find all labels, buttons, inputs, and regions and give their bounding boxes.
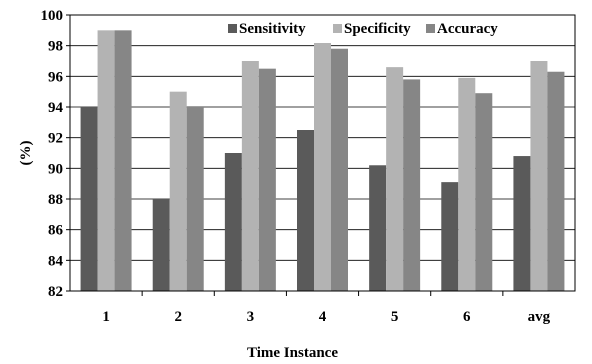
x-ticks: 1 2 3 4 5 6 avg: [102, 291, 551, 325]
bar-specificity-6: [458, 77, 476, 291]
legend-background: [210, 16, 574, 43]
bar-accuracy-avg: [547, 71, 565, 291]
y-tick-label: 90: [48, 161, 63, 177]
legend: Sensitivity Specificity Accuracy: [210, 16, 574, 43]
bars: [80, 30, 565, 292]
legend-label-accuracy: Accuracy: [437, 21, 498, 37]
bar-specificity-5: [386, 67, 404, 291]
x-tick-label: 6: [463, 309, 471, 325]
bar-specificity-1: [97, 30, 115, 291]
y-axis-title: (%): [18, 141, 34, 166]
bar-accuracy-3: [258, 68, 276, 292]
bar-specificity-2: [169, 91, 187, 292]
legend-swatch-accuracy: [426, 24, 435, 33]
bar-sensitivity-3: [224, 153, 242, 291]
x-axis-title: Time Instance: [247, 345, 338, 361]
x-tick-label: avg: [528, 309, 551, 325]
y-ticks: 82 84 86 88 90 92 94 96 98 100: [41, 8, 70, 300]
bar-accuracy-2: [186, 107, 204, 291]
y-tick-label: 96: [48, 69, 64, 85]
bar-specificity-3: [241, 61, 259, 291]
legend-swatch-sensitivity: [228, 24, 237, 33]
x-tick-label: 4: [319, 309, 327, 325]
plot-frame: [69, 14, 576, 292]
legend-label-sensitivity: Sensitivity: [239, 21, 306, 37]
bar-sensitivity-5: [369, 165, 387, 291]
legend-label-specificity: Specificity: [344, 21, 411, 37]
bar-specificity-avg: [530, 61, 548, 291]
bar-sensitivity-4: [297, 130, 314, 291]
bar-accuracy-4: [331, 48, 348, 291]
bar-accuracy-1: [114, 30, 132, 291]
y-tick-label: 82: [48, 284, 63, 300]
x-tick-label: 3: [247, 309, 255, 325]
y-tick-label: 92: [48, 131, 63, 147]
bar-accuracy-6: [475, 93, 493, 291]
bar-sensitivity-6: [441, 182, 459, 291]
legend-swatch-specificity: [333, 24, 342, 33]
y-tick-label: 88: [48, 192, 63, 208]
bar-sensitivity-avg: [513, 156, 531, 291]
bar-specificity-4: [314, 39, 331, 292]
x-tick-label: 5: [391, 309, 399, 325]
bar-accuracy-5: [403, 79, 421, 292]
bar-sensitivity-2: [152, 199, 170, 291]
x-tick-label: 1: [102, 309, 110, 325]
y-tick-label: 86: [48, 223, 64, 239]
y-tick-label: 84: [48, 253, 64, 269]
y-tick-label: 100: [41, 8, 64, 24]
bar-sensitivity-1: [80, 107, 98, 291]
y-tick-label: 94: [48, 100, 64, 116]
y-tick-label: 98: [48, 39, 63, 55]
x-tick-label: 2: [174, 309, 182, 325]
